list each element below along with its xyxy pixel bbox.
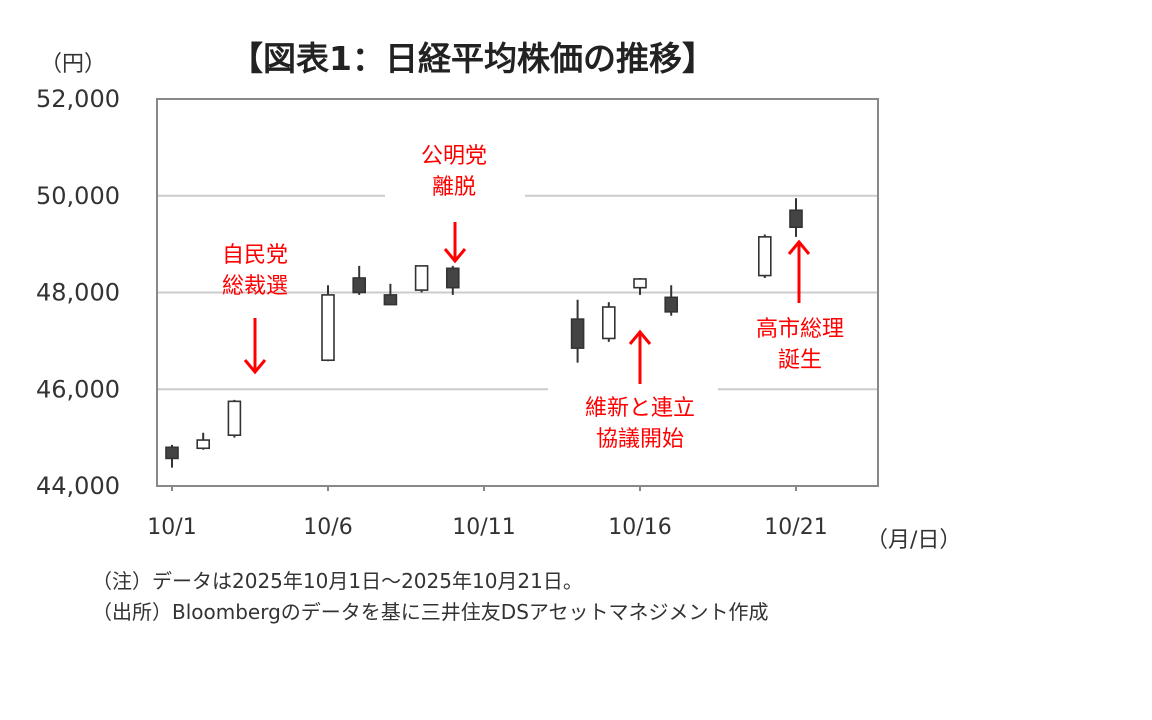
candle-body (165, 446, 179, 460)
annotation-mask (548, 385, 718, 475)
x-tick-label: 10/11 (452, 515, 515, 540)
chart-title: 【図表1：日経平均株価の推移】 (230, 39, 715, 78)
annotation-line: 維新と連立 (584, 396, 695, 421)
footnotes: （注）データは2025年10月1日～2025年10月21日。 （出所）Bloom… (92, 566, 769, 628)
x-tick-label: 10/6 (303, 515, 352, 540)
candle-body (633, 278, 647, 289)
x-axis-unit: （月/日） (866, 528, 962, 553)
y-tick-label: 52,000 (36, 85, 120, 113)
candle-body (352, 277, 367, 294)
annotation-line: 自民党 (221, 243, 288, 268)
candle-body (601, 306, 616, 340)
candle-body (570, 318, 585, 349)
candle-body (789, 209, 803, 228)
annotation-line: 協議開始 (595, 427, 684, 452)
annotation-line: 公明党 (420, 144, 487, 169)
annotation-arrow-head (243, 359, 267, 375)
x-tick-label: 10/21 (764, 515, 827, 540)
x-tick-label: 10/16 (608, 515, 671, 540)
annotation-line: 高市総理 (755, 317, 844, 342)
candle-body (321, 294, 335, 362)
y-tick-label: 48,000 (36, 279, 120, 307)
y-tick-label: 46,000 (36, 375, 120, 403)
annotation-takaichi-pm: 高市総理 誕生 (735, 314, 865, 376)
annotation-line: 誕生 (777, 348, 822, 373)
candle-body (445, 267, 460, 289)
candle-body (757, 236, 772, 277)
annotation-arrow-head (443, 248, 467, 264)
annotation-ishin-coalition: 維新と連立 協議開始 (565, 393, 715, 455)
candle-body (664, 296, 679, 313)
y-tick-label: 50,000 (36, 182, 120, 210)
annotation-arrow-head (787, 239, 811, 255)
annotation-line: 総裁選 (221, 274, 288, 299)
y-axis-unit: （円） (40, 52, 107, 77)
annotation-ldp-election: 自民党 総裁選 (205, 240, 305, 302)
annotation-komeito-exit: 公明党 離脱 (404, 141, 504, 203)
candle-body (383, 294, 398, 306)
annotation-mask (385, 105, 525, 205)
plot-frame (156, 98, 879, 487)
candle-body (227, 400, 242, 437)
note-source: （出所）Bloombergのデータを基に三井住友DSアセットマネジメント作成 (92, 600, 769, 624)
candle-body (196, 439, 210, 450)
x-tick-label: 10/1 (147, 515, 196, 540)
annotation-line: 離脱 (431, 175, 476, 200)
annotation-arrow-head (628, 329, 652, 345)
candle-body (414, 265, 429, 291)
y-tick-label: 44,000 (36, 472, 120, 500)
note-period: （注）データは2025年10月1日～2025年10月21日。 (92, 569, 583, 593)
